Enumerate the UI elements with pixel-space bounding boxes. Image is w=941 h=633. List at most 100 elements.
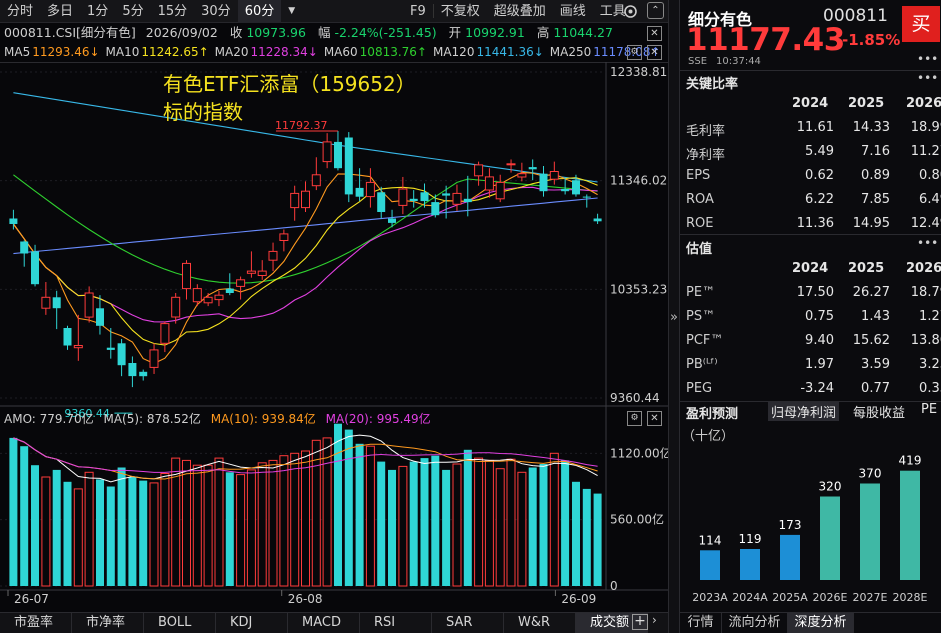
- table-row: PE™ 17.50 26.27 18.79: [680, 281, 941, 305]
- add-indicator-icon[interactable]: +: [632, 614, 648, 630]
- volume-bar: [398, 465, 408, 587]
- period-tab[interactable]: 5分: [122, 3, 144, 19]
- chart-annotation: 有色ETF汇添富（159652） 标的指数: [163, 70, 416, 126]
- toolbar-item[interactable]: 不复权: [440, 3, 480, 19]
- close-value: 10973.96: [246, 25, 306, 40]
- table-row: PCF™ 9.40 15.62 13.86: [680, 329, 941, 353]
- buy-button[interactable]: 买: [902, 6, 940, 42]
- right-bottom-tab[interactable]: 深度分析: [788, 613, 854, 633]
- forecast-year-label: 2027E: [853, 591, 888, 604]
- candle-body: [572, 180, 580, 195]
- info-more-icon[interactable]: •••: [917, 52, 939, 66]
- ma-label: MA20: [214, 45, 249, 59]
- forecast-tab[interactable]: 每股收益: [853, 406, 906, 421]
- candle-body: [365, 181, 375, 198]
- indicator-tab[interactable]: 市净率: [72, 613, 144, 633]
- volume-bar: [96, 479, 104, 586]
- info-close-icon[interactable]: ✕: [647, 26, 662, 41]
- forecast-year-label: 2025A: [772, 591, 808, 604]
- candle-body: [322, 141, 332, 163]
- forecast-tab[interactable]: 归母净利润: [768, 402, 840, 421]
- toolbar-item[interactable]: F9: [410, 3, 426, 19]
- right-bottom-tab[interactable]: 流向分析: [722, 613, 788, 633]
- ma-close-icon[interactable]: ✕: [647, 45, 662, 60]
- period-tab[interactable]: 15分: [157, 3, 188, 19]
- ratios-more-icon[interactable]: •••: [917, 71, 939, 85]
- current-price: 11177.43: [686, 22, 845, 58]
- high-label: 高: [536, 25, 550, 40]
- column-header: 2026Q: [906, 261, 941, 276]
- ma250-line: [13, 197, 598, 255]
- volume-bar: [84, 471, 94, 587]
- candle-body: [246, 270, 256, 274]
- annotation-line-2: 标的指数: [163, 100, 243, 124]
- indicator-tab[interactable]: 市盈率: [0, 613, 72, 633]
- candle-body: [474, 164, 484, 177]
- ma-settings-icon[interactable]: ⚙: [627, 45, 642, 60]
- indicator-tab[interactable]: W&R: [504, 613, 576, 633]
- candle-body: [301, 190, 310, 209]
- vol-ma5-value: 878.52亿: [146, 412, 201, 426]
- period-tab[interactable]: 30分: [201, 3, 231, 19]
- period-tab[interactable]: 60分: [237, 0, 282, 23]
- collapse-icon[interactable]: ⌃: [647, 2, 664, 19]
- period-tab[interactable]: 分时: [7, 3, 34, 19]
- candle-body: [257, 270, 267, 277]
- candle-body: [528, 167, 537, 170]
- period-tab[interactable]: 多日: [47, 3, 74, 19]
- volume-bar: [377, 461, 386, 586]
- table-row: 毛利率 11.61 14.33 18.99: [680, 116, 941, 140]
- settings-icon[interactable]: [622, 3, 639, 20]
- ma-value: 11228.34↓: [250, 45, 318, 59]
- expand-icon[interactable]: »: [670, 310, 678, 325]
- metric-value: 1.97: [805, 357, 834, 372]
- metric-value: 0.80: [919, 168, 941, 183]
- right-bottom-tab[interactable]: 行情: [680, 613, 722, 633]
- vol-close-icon[interactable]: ✕: [647, 411, 662, 426]
- volume-tick: 0: [610, 579, 618, 593]
- toolbar-item[interactable]: 画线: [559, 3, 586, 19]
- candle-body: [84, 292, 94, 318]
- candle-body: [355, 187, 364, 197]
- indicator-tab[interactable]: MACD: [288, 613, 360, 633]
- forecast-value-label: 320: [819, 480, 842, 494]
- metric-value: 6.49: [919, 192, 941, 207]
- market-label: SSE: [688, 56, 708, 67]
- volume-tick: 1120.00亿: [610, 445, 668, 460]
- price-tick: 11346.02: [610, 174, 667, 188]
- period-tab[interactable]: 1分: [87, 3, 109, 19]
- valuation-more-icon[interactable]: •••: [917, 236, 939, 250]
- indicator-tab[interactable]: 成交额: [576, 613, 648, 633]
- volume-bar: [355, 443, 364, 586]
- right-bottom-tabs: 行情 流向分析 深度分析: [680, 612, 941, 633]
- right-panel: 细分有色 000811 买 11177.43 -1.85% SSE 10:37:…: [679, 0, 941, 633]
- candle-body: [149, 349, 159, 368]
- candle-body: [517, 173, 527, 178]
- panel-divider[interactable]: »: [668, 0, 679, 633]
- volume-bar: [506, 458, 516, 587]
- next-tab-icon[interactable]: ›: [652, 613, 657, 627]
- forecast-tab[interactable]: PE: [921, 402, 938, 417]
- vol-settings-icon[interactable]: ⚙: [627, 411, 642, 426]
- candle-body: [495, 181, 505, 200]
- kline-chart[interactable]: 12338.81 11346.02 10353.23 9360.44 11792.37 9…: [0, 0, 668, 612]
- indicator-tab[interactable]: KDJ: [216, 613, 288, 633]
- volume-bar: [279, 455, 289, 587]
- volume-bar: [409, 461, 418, 586]
- valuation-title: 估值: [686, 242, 713, 257]
- toolbar-item[interactable]: 超级叠加: [493, 3, 546, 19]
- forecast-bar: [900, 470, 920, 580]
- indicator-tab[interactable]: BOLL: [144, 613, 216, 633]
- metric-value: 14.33: [852, 120, 890, 135]
- toolbar-item[interactable]: 工具: [599, 3, 626, 19]
- candle-body: [268, 250, 278, 261]
- period-dropdown-icon[interactable]: ▼: [288, 5, 296, 16]
- volume-ma-line: [13, 434, 598, 483]
- indicator-tab[interactable]: RSI: [360, 613, 432, 633]
- price-tick: 9360.44: [610, 391, 660, 405]
- metric-value: 0.62: [805, 168, 834, 183]
- date-tick: 26-09: [561, 592, 596, 606]
- date-tick: 26-08: [288, 592, 323, 606]
- indicator-tab[interactable]: SAR: [432, 613, 504, 633]
- volume-bar: [517, 471, 527, 587]
